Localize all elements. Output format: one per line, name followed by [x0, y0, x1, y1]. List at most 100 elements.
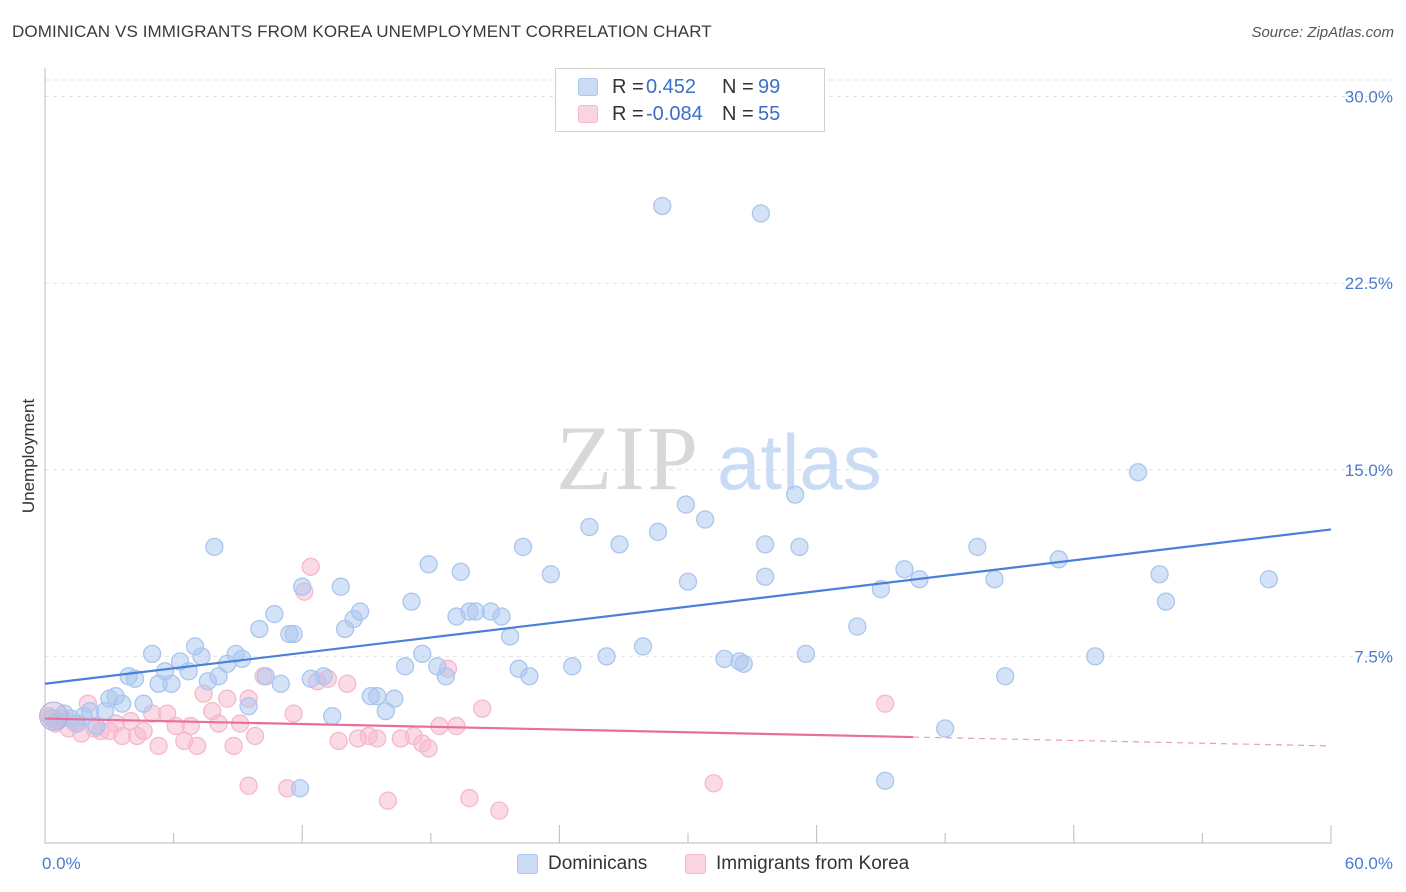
bottom-legend-dominicans: Dominicans	[517, 852, 647, 876]
dominican-point-91	[985, 570, 1004, 589]
legend-n-label: N =	[722, 75, 754, 98]
bottom-legend-korea: Immigrants from Korea	[685, 852, 909, 876]
bottom-legend-swatch-korea	[685, 854, 706, 874]
dominican-point-53	[436, 667, 455, 686]
dominican-point-25	[209, 667, 228, 686]
dominican-point-72	[676, 495, 696, 514]
dominican-point-75	[715, 649, 734, 669]
dominican-trend-line	[44, 528, 1332, 685]
legend-n-value: 55	[758, 102, 781, 125]
dominican-point-74	[695, 510, 715, 529]
korea-point-41	[368, 729, 387, 748]
legend-r-value: 0.452	[646, 75, 697, 98]
x-tick-label-1: 60.0%	[1345, 854, 1393, 873]
dominican-point-47	[385, 689, 404, 708]
dominican-point-93	[1049, 550, 1068, 569]
legend-swatch-korea	[578, 105, 598, 123]
dominican-point-89	[936, 719, 955, 738]
dominican-point-78	[751, 204, 771, 223]
dominican-point-51	[419, 555, 438, 574]
dominican-point-94	[1086, 647, 1105, 666]
dominican-point-15	[143, 644, 162, 664]
korea-point-16	[149, 736, 168, 756]
dominican-point-71	[653, 196, 672, 216]
korea-point-29	[245, 726, 265, 746]
korea-point-46	[419, 739, 438, 758]
dominican-point-59	[492, 607, 511, 626]
dominican-point-92	[996, 667, 1015, 686]
korea-point-55	[239, 776, 258, 795]
korea-point-21	[188, 736, 207, 756]
dominican-point-30	[250, 619, 269, 639]
dominican-point-39	[323, 706, 342, 726]
chart-title: DOMINICAN VS IMMIGRANTS FROM KOREA UNEMP…	[12, 22, 712, 41]
dominican-point-77	[734, 654, 753, 673]
legend-row-korea: R = -0.084 N = 55	[578, 101, 780, 127]
dominican-point-48	[395, 657, 415, 676]
korea-point-34	[301, 557, 320, 576]
dominican-point-29	[239, 696, 258, 716]
dominican-point-80	[756, 567, 775, 586]
trend-lines	[44, 528, 1332, 747]
dominican-point-50	[413, 644, 432, 664]
y-axis-label: Unemployment	[19, 399, 38, 514]
dominican-point-84	[848, 617, 867, 636]
legend-swatch-dominicans	[578, 78, 598, 96]
watermark-zip: ZIP	[556, 407, 700, 509]
korea-point-24	[209, 714, 228, 733]
legend-n-label: N =	[722, 102, 754, 125]
dominican-point-67	[597, 647, 616, 666]
y-tick-label-3: 30.0%	[1345, 88, 1393, 107]
bottom-legend-label-korea: Immigrants from Korea	[716, 853, 910, 874]
dominican-point-18	[162, 674, 181, 693]
dominican-point-79	[756, 535, 775, 554]
tick-labels: 7.5% 15.0% 22.5% 30.0% 0.0% 60.0%	[42, 88, 1393, 874]
legend-r-value: -0.084	[646, 102, 703, 125]
dominican-point-70	[648, 522, 668, 542]
dominican-point-99	[290, 779, 310, 798]
dominican-point-36	[293, 577, 312, 596]
dominican-point-35	[284, 624, 303, 644]
dominican-point-82	[790, 537, 809, 557]
y-tick-label-2: 22.5%	[1345, 274, 1393, 293]
legend-r-label: R =	[612, 75, 644, 98]
dominican-point-46	[376, 701, 395, 721]
dominican-point-96	[1150, 565, 1169, 584]
korea-point-53	[704, 774, 723, 793]
dominican-point-60	[500, 627, 520, 646]
dominican-point-11	[113, 694, 132, 713]
korea-point-38	[338, 674, 357, 693]
korea-point-37	[329, 731, 348, 751]
dominican-point-66	[580, 517, 599, 537]
korea-point-52	[490, 801, 509, 820]
y-tick-label-1: 15.0%	[1345, 461, 1393, 480]
dominican-point-32	[265, 604, 284, 624]
grid-lines	[45, 79, 1392, 657]
bottom-legend-swatch-dominicans	[517, 854, 538, 874]
dominican-point-40	[331, 577, 350, 596]
legend-row-dominicans: R = 0.452 N = 99	[578, 74, 780, 100]
korea-point-32	[284, 704, 303, 723]
dominican-point-90	[968, 537, 987, 557]
dominican-point-33	[271, 674, 290, 693]
y-tick-label-0: 7.5%	[1354, 647, 1393, 666]
dominican-point-65	[563, 657, 582, 676]
dominican-point-83	[796, 644, 816, 664]
korea-point-51	[473, 699, 492, 718]
dominican-point-62	[513, 537, 533, 557]
dominican-point-95	[1128, 463, 1148, 482]
korea-point-49	[447, 716, 466, 736]
dominican-point-68	[610, 535, 629, 554]
watermark: ZIP atlas	[556, 407, 882, 509]
dominican-point-81	[786, 485, 805, 504]
dominican-point-73	[678, 572, 698, 591]
dominican-point-86	[876, 771, 895, 790]
dominican-point-14	[134, 694, 153, 713]
dominican-point-69	[633, 637, 653, 656]
korea-trend-line-dashed	[913, 736, 1332, 747]
dominican-point-97	[1156, 592, 1176, 611]
dominican-point-49	[402, 592, 421, 611]
x-tick-label-0: 0.0%	[42, 854, 81, 873]
correlation-legend: R = 0.452 N = 99 R = -0.084 N = 55	[555, 68, 825, 132]
korea-point-50	[460, 789, 479, 808]
